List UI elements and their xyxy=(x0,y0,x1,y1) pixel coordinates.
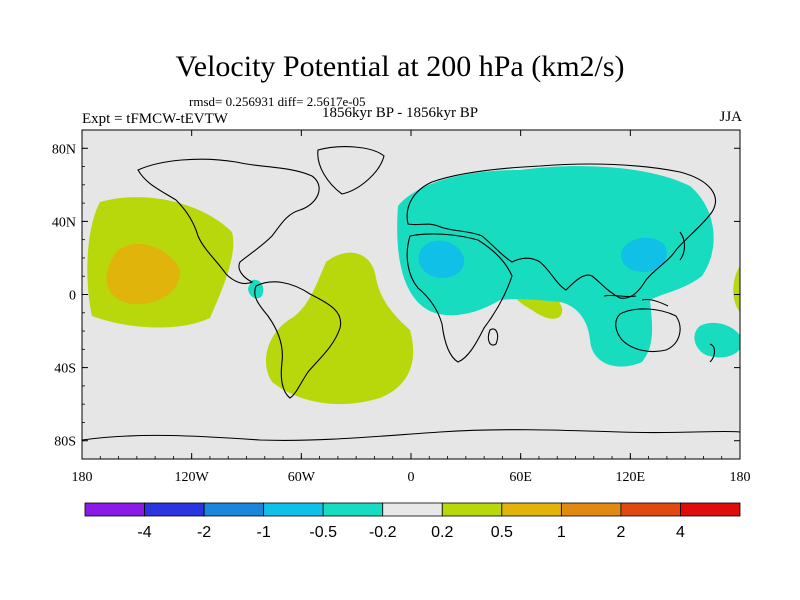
field-neg-strong-asia xyxy=(621,237,667,272)
x-tick-label: 0 xyxy=(408,470,415,485)
y-tick-label: 80S xyxy=(54,435,76,450)
y-tick-label: 0 xyxy=(69,289,76,304)
coastlines xyxy=(82,146,740,441)
period-label: 1856kyr BP - 1856kyr BP xyxy=(322,105,479,121)
colorbar-label: -2 xyxy=(197,524,211,541)
colorbar-label: 1 xyxy=(557,524,566,541)
map-area xyxy=(82,130,740,459)
colorbar-swatch xyxy=(501,502,562,517)
colorbar-swatch xyxy=(620,502,681,517)
x-tick-label: 180 xyxy=(72,470,93,485)
colorbar: -4 -2 -1 -0.5 -0.2 0.2 0.5 1 2 4 xyxy=(84,502,741,541)
x-tick-label: 120E xyxy=(616,470,646,485)
y-tick-label: 80N xyxy=(52,142,76,157)
chart-title: Velocity Potential at 200 hPa (km2/s) xyxy=(175,50,625,83)
coast-new-zealand xyxy=(709,343,716,363)
x-tick-label: 180 xyxy=(730,470,751,485)
colorbar-label: -0.5 xyxy=(309,524,337,541)
field-neg-strong-africa xyxy=(418,240,465,278)
coast-indonesia xyxy=(603,294,669,307)
field-pos-strong-pacific xyxy=(106,243,181,305)
coast-greenland xyxy=(317,146,385,195)
colorbar-swatch xyxy=(144,502,205,517)
coast-australia xyxy=(615,308,681,353)
colorbar-swatch xyxy=(322,502,384,517)
colorbar-label: 0.5 xyxy=(491,524,513,541)
colorbar-swatch xyxy=(84,502,145,517)
colorbar-label: -0.2 xyxy=(369,524,397,541)
coast-africa xyxy=(406,233,513,363)
colorbar-swatch xyxy=(560,502,622,517)
experiment-label: Expt = tFMCW-tEVTW xyxy=(82,111,228,127)
season-label: JJA xyxy=(719,109,742,125)
x-tick-label: 120W xyxy=(175,470,210,485)
colorbar-label: 4 xyxy=(676,524,685,541)
field-neg-australia xyxy=(694,322,740,358)
colorbar-swatch xyxy=(441,502,503,517)
field-neg-eurasia xyxy=(397,166,714,367)
y-tick-label: 40N xyxy=(52,215,76,230)
x-tick-label: 60W xyxy=(288,470,316,485)
coast-south-america xyxy=(254,281,342,399)
colorbar-label: -4 xyxy=(137,524,151,541)
colorbar-swatch xyxy=(263,502,324,517)
stats-text: rmsd= 0.256931 diff= 2.5617e-05 xyxy=(189,94,366,109)
colorbar-swatch xyxy=(203,502,265,517)
coast-north-america xyxy=(137,158,320,285)
colorbar-label: -1 xyxy=(257,524,271,541)
coast-madagascar xyxy=(487,328,499,346)
colorbar-label: 0.2 xyxy=(431,524,453,541)
colorbar-swatch xyxy=(382,502,443,517)
coast-eurasia xyxy=(406,163,716,299)
y-tick-label: 40S xyxy=(54,362,76,377)
field-pos-dateline xyxy=(733,266,740,312)
coast-japan xyxy=(679,231,686,261)
colorbar-swatch xyxy=(680,502,741,517)
x-tick-label: 60E xyxy=(509,470,532,485)
colorbar-label: 2 xyxy=(616,524,625,541)
axis-ticks: 180 120W 60W 0 60E 120E 180 80N 40N 0 40S 80S xyxy=(52,130,751,485)
coast-antarctica xyxy=(82,429,740,441)
